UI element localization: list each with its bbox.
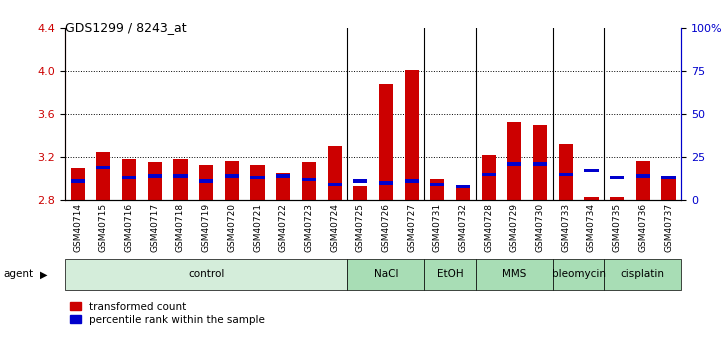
Text: GSM40732: GSM40732 [459,203,467,252]
Text: GDS1299 / 8243_at: GDS1299 / 8243_at [65,21,187,34]
Text: GSM40719: GSM40719 [202,203,211,252]
Text: GSM40735: GSM40735 [613,203,622,252]
Text: GSM40724: GSM40724 [330,203,339,252]
Bar [404,179,419,183]
Bar [97,151,110,200]
Bar [508,122,521,200]
Bar [71,179,85,183]
Bar [225,161,239,200]
Text: GSM40737: GSM40737 [664,203,673,252]
Bar [379,181,393,185]
Text: GSM40736: GSM40736 [638,203,647,252]
Text: GSM40725: GSM40725 [355,203,365,252]
Bar [276,174,291,178]
Text: GSM40714: GSM40714 [74,203,82,252]
Bar [508,162,521,166]
Bar [585,169,598,172]
Bar [97,166,110,169]
Bar [122,159,136,200]
Text: GSM40730: GSM40730 [536,203,544,252]
Bar [199,165,213,200]
Bar [225,174,239,178]
Text: agent: agent [4,269,34,279]
Text: GSM40726: GSM40726 [381,203,391,252]
Text: GSM40721: GSM40721 [253,203,262,252]
Bar [327,146,342,200]
FancyBboxPatch shape [65,259,348,290]
Bar [353,179,367,183]
Bar [148,174,162,178]
Bar [302,162,316,200]
Bar [430,179,444,200]
Text: GSM40716: GSM40716 [125,203,133,252]
Bar [174,159,187,200]
Bar [533,162,547,166]
Bar [430,183,444,186]
FancyBboxPatch shape [425,259,476,290]
Bar [482,155,496,200]
Text: NaCl: NaCl [373,269,398,279]
Text: GSM40731: GSM40731 [433,203,442,252]
Bar [585,197,598,200]
Bar [559,144,572,200]
Text: GSM40728: GSM40728 [485,203,493,252]
Text: GSM40723: GSM40723 [304,203,314,252]
Bar [250,165,265,200]
FancyBboxPatch shape [604,259,681,290]
FancyBboxPatch shape [348,259,425,290]
Text: MMS: MMS [503,269,526,279]
Text: GSM40734: GSM40734 [587,203,596,252]
Bar [456,185,470,188]
Bar [404,70,419,200]
Text: control: control [188,269,224,279]
Text: EtOH: EtOH [437,269,464,279]
Text: GSM40717: GSM40717 [150,203,159,252]
Bar [276,173,291,200]
Text: GSM40722: GSM40722 [279,203,288,252]
Legend: transformed count, percentile rank within the sample: transformed count, percentile rank withi… [70,302,265,325]
Bar [71,168,85,200]
Text: GSM40727: GSM40727 [407,203,416,252]
Bar [610,197,624,200]
Bar [174,174,187,178]
Bar [533,125,547,200]
Text: ▶: ▶ [40,269,47,279]
Bar [482,172,496,176]
Bar [302,178,316,181]
Text: GSM40733: GSM40733 [561,203,570,252]
Bar [327,183,342,186]
Bar [610,176,624,179]
Text: cisplatin: cisplatin [621,269,665,279]
Bar [559,172,572,176]
Bar [379,84,393,200]
Bar [199,179,213,183]
Bar [250,176,265,179]
Bar [353,186,367,200]
FancyBboxPatch shape [476,259,553,290]
Text: GSM40715: GSM40715 [99,203,108,252]
Bar [661,179,676,200]
Text: GSM40729: GSM40729 [510,203,519,252]
FancyBboxPatch shape [553,259,604,290]
Text: GSM40720: GSM40720 [227,203,236,252]
Bar [636,174,650,178]
Text: GSM40718: GSM40718 [176,203,185,252]
Bar [456,186,470,200]
Bar [148,162,162,200]
Text: bleomycin: bleomycin [552,269,606,279]
Bar [661,176,676,179]
Bar [636,161,650,200]
Bar [122,176,136,179]
